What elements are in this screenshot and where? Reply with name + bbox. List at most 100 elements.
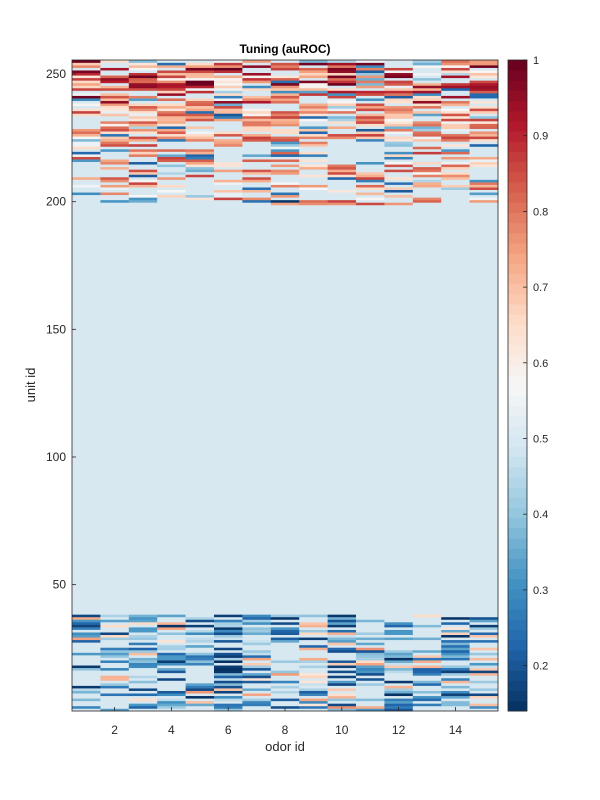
heatmap-cell xyxy=(185,619,215,623)
heatmap-cell xyxy=(72,215,499,218)
heatmap-cell xyxy=(214,632,243,636)
heatmap-cell xyxy=(128,637,158,641)
heatmap-cell xyxy=(214,87,243,91)
heatmap-cell xyxy=(356,176,385,180)
heatmap-cell xyxy=(356,75,385,79)
colorbar-segment xyxy=(508,90,527,102)
heatmap-cell xyxy=(242,159,272,163)
heatmap-cell xyxy=(72,126,101,129)
heatmap-cell xyxy=(242,660,272,663)
heatmap-cell xyxy=(270,677,357,681)
heatmap-cell xyxy=(157,698,186,702)
heatmap-cell xyxy=(412,141,499,145)
heatmap-cell xyxy=(356,660,385,663)
heatmap-cell xyxy=(72,85,101,89)
heatmap-cell xyxy=(327,65,357,68)
heatmap-cell xyxy=(299,647,328,651)
heatmap-cell xyxy=(72,492,499,496)
heatmap-cell xyxy=(185,622,215,625)
heatmap-cell xyxy=(72,573,499,577)
heatmap-cell xyxy=(72,604,499,608)
heatmap-cell xyxy=(356,90,385,94)
heatmap-cell xyxy=(327,141,385,145)
heatmap-cell xyxy=(270,149,300,152)
colorbar-segment xyxy=(508,405,527,417)
heatmap-cell xyxy=(441,65,470,68)
heatmap-cell xyxy=(327,649,357,653)
heatmap-cell xyxy=(299,146,414,150)
heatmap-cell xyxy=(128,161,158,165)
heatmap-cell xyxy=(327,60,357,63)
heatmap-cell xyxy=(72,431,499,435)
heatmap-cell xyxy=(185,105,215,109)
heatmap-cell xyxy=(157,67,186,71)
heatmap-cell xyxy=(412,72,442,76)
heatmap-cell xyxy=(72,286,499,290)
heatmap-cell xyxy=(270,192,300,196)
colorbar-segment xyxy=(508,293,527,305)
heatmap-cell xyxy=(412,614,442,618)
colorbar-tick-label: 0.6 xyxy=(533,358,548,370)
heatmap-cell xyxy=(72,291,499,295)
heatmap-cell xyxy=(299,644,328,648)
heatmap-cell xyxy=(72,342,499,346)
heatmap-cell xyxy=(299,629,328,633)
heatmap-cell xyxy=(72,683,101,686)
heatmap-cell xyxy=(185,149,215,152)
heatmap-cell xyxy=(384,182,414,185)
heatmap-cell xyxy=(299,151,328,155)
heatmap-cell xyxy=(242,670,272,674)
heatmap-cell xyxy=(72,647,101,651)
heatmap-cell xyxy=(72,627,101,630)
heatmap-cell xyxy=(356,184,385,188)
heatmap-cell xyxy=(270,90,300,94)
colorbar-segment xyxy=(508,60,527,71)
colorbar-segment xyxy=(508,588,527,600)
heatmap-cell xyxy=(185,657,215,661)
heatmap-cell xyxy=(356,136,385,140)
heatmap-cell xyxy=(128,199,158,203)
heatmap-cell xyxy=(72,161,101,165)
heatmap-cell xyxy=(100,637,130,641)
heatmap-cell xyxy=(412,65,442,68)
heatmap-cell xyxy=(214,143,243,147)
heatmap-cell xyxy=(441,171,470,175)
heatmap-cell xyxy=(128,133,158,137)
heatmap-cell xyxy=(327,80,357,84)
heatmap-cell xyxy=(356,138,385,142)
heatmap-cell xyxy=(299,141,328,145)
heatmap-cell xyxy=(72,367,499,371)
heatmap-cell xyxy=(441,677,470,681)
heatmap-cell xyxy=(384,161,414,165)
heatmap-cell xyxy=(299,639,328,643)
heatmap-cell xyxy=(441,166,470,170)
heatmap-cell xyxy=(441,151,470,155)
heatmap-cell xyxy=(72,271,499,274)
heatmap-cell xyxy=(242,121,272,124)
heatmap-cell xyxy=(157,680,215,684)
heatmap-cell xyxy=(327,93,357,96)
heatmap-cell xyxy=(100,192,130,196)
heatmap-cell xyxy=(412,189,499,193)
heatmap-cell xyxy=(299,703,328,707)
heatmap-cell xyxy=(128,688,158,691)
heatmap-cell xyxy=(327,171,357,175)
heatmap-cell xyxy=(469,184,499,188)
colorbar-segment xyxy=(508,466,527,478)
colorbar-tick-label: 1 xyxy=(533,55,539,67)
heatmap-cell xyxy=(412,123,442,127)
heatmap-cell xyxy=(72,469,499,473)
colorbar-segment xyxy=(508,609,527,620)
heatmap-cell xyxy=(72,248,499,252)
heatmap-cell xyxy=(441,647,470,651)
heatmap-cell xyxy=(100,67,130,71)
heatmap-cell xyxy=(72,60,101,63)
colorbar-segment xyxy=(508,110,527,122)
heatmap-cell xyxy=(72,639,101,643)
heatmap-cell xyxy=(72,154,101,157)
heatmap-cell xyxy=(356,60,385,63)
heatmap-cell xyxy=(441,698,499,702)
colorbar-segment xyxy=(508,548,527,559)
heatmap-cell xyxy=(242,677,272,681)
heatmap-cell xyxy=(441,136,470,140)
